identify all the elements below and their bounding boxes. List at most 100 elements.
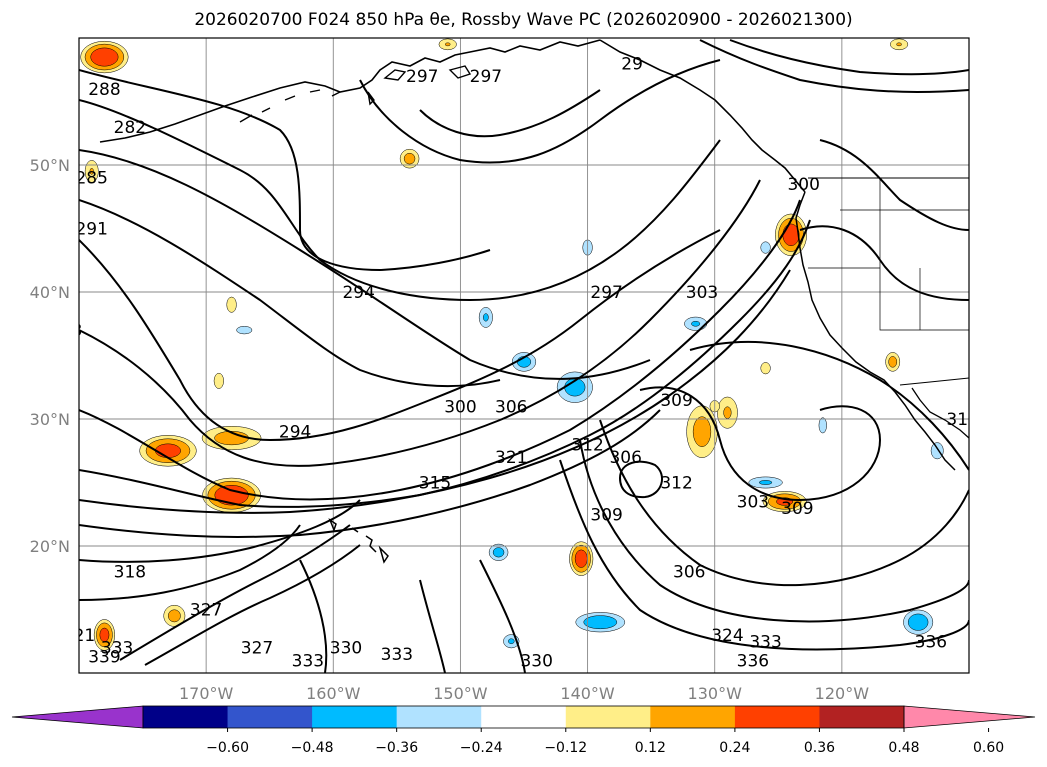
coastline-hawaii [328, 518, 389, 564]
positive-anomaly [139, 435, 197, 467]
colorbar-tick-label: −0.24 [460, 740, 503, 756]
contour-line [359, 59, 721, 164]
contour-label: 297 [590, 283, 622, 303]
contour-label: 309 [590, 505, 622, 525]
negative-anomaly [511, 352, 537, 372]
lat-tick-label: 20°N [30, 537, 70, 556]
contour-label: 306 [495, 397, 527, 417]
contour-label: 285 [75, 169, 107, 189]
contour-label: 336 [915, 632, 947, 652]
contour-label: 333 [0, 601, 13, 621]
lon-tick-label: 120°W [815, 684, 870, 703]
positive-anomaly-level [692, 416, 712, 447]
negative-anomaly-level [758, 480, 773, 485]
negative-anomaly-level [818, 417, 827, 434]
lon-tick-label: 160°W [306, 684, 361, 703]
contour-label: 29 [621, 54, 643, 74]
theta-e-contour-layer [79, 39, 969, 673]
contour-label: 315 [419, 474, 451, 494]
negative-anomaly [930, 442, 944, 460]
lat-tick-label: 40°N [30, 283, 70, 302]
contour-line [299, 559, 526, 673]
contour-line [79, 179, 761, 467]
coastline-gulf-california [911, 387, 969, 439]
colorbar-tick-label: 0.60 [973, 740, 1004, 756]
positive-anomaly-level [760, 362, 771, 375]
contour-line [419, 89, 601, 138]
positive-anomaly-level [167, 609, 181, 623]
positive-anomaly [93, 619, 115, 651]
positive-anomaly [84, 160, 99, 183]
contour-line [79, 499, 361, 563]
contour-label: 309 [25, 486, 57, 506]
contour-label: 300 [787, 175, 819, 195]
contour-label: 321 [63, 626, 95, 646]
colorbar-segment [312, 706, 398, 728]
positive-anomaly [569, 541, 594, 576]
contour-line [729, 39, 969, 76]
colorbar-tick-label: −0.48 [291, 740, 334, 756]
positive-anomaly-level [213, 372, 224, 389]
contour-label: 318 [946, 410, 978, 430]
coastline-alaska-south [599, 39, 806, 193]
contour-label: 309 [660, 391, 692, 411]
positive-anomaly [202, 477, 261, 513]
contour-label: 294 [279, 423, 311, 443]
contour-label: 282 [114, 118, 146, 138]
coastline-us-west [799, 247, 896, 393]
contour-label: 339 [88, 647, 120, 667]
contour-line [79, 99, 721, 302]
negative-anomaly-level [492, 547, 505, 558]
contour-line [689, 340, 969, 471]
colorbar-tick-label: 0.36 [804, 740, 835, 756]
axis-label-layer: 50°N 40°N 30°N 20°N 170°W 160°W 150°W 140°W 130°… [30, 156, 870, 703]
colorbar-tick-label: 0.48 [888, 740, 919, 756]
contour-label: 309 [781, 499, 813, 519]
contour-line [79, 409, 661, 538]
contour-line [699, 39, 969, 93]
coastline-baja [894, 391, 956, 471]
positive-anomaly [760, 362, 771, 375]
positive-anomaly-level [99, 627, 110, 643]
negative-anomaly [903, 609, 934, 635]
border-us-mexico [899, 377, 969, 386]
positive-anomaly-level [90, 47, 119, 67]
contour-label: 330 [330, 639, 362, 659]
contour-line [119, 524, 351, 661]
contour-label: 306 [609, 448, 641, 468]
positive-anomaly [80, 40, 129, 74]
colorbar-outline [142, 705, 905, 729]
negative-anomaly [818, 417, 827, 434]
contour-label: 342 [25, 651, 57, 671]
positive-anomaly [717, 396, 738, 429]
contour-line [618, 460, 664, 499]
positive-anomaly-level [445, 42, 451, 47]
contour-label: 333 [292, 651, 324, 671]
colorbar-segment [396, 706, 482, 728]
positive-anomaly [226, 296, 237, 313]
colorbar-tick-label: −0.12 [544, 740, 587, 756]
contour-label: 321 [495, 448, 527, 468]
colorbar-tick-label: 0.12 [635, 740, 666, 756]
map-title: 2026020700 F024 850 hPa θe, Rossby Wave … [194, 10, 853, 30]
negative-anomaly [575, 612, 626, 633]
contour-line [819, 139, 969, 231]
lon-tick-label: 130°W [688, 684, 743, 703]
contour-label: 297 [406, 67, 438, 87]
positive-anomaly-level [89, 168, 94, 175]
lon-tick-label: 140°W [560, 684, 615, 703]
negative-anomaly-level [508, 638, 515, 645]
positive-anomaly [890, 38, 909, 51]
colorbar-tick-label: 0.24 [719, 740, 750, 756]
contour-line [79, 524, 301, 601]
coastline-alaska [99, 39, 601, 143]
lon-tick-label: 150°W [433, 684, 488, 703]
contour-line [639, 386, 882, 502]
contour-line [599, 419, 969, 587]
colorbar-segment [650, 706, 736, 728]
contour-line [79, 229, 721, 442]
contour-label: 312 [571, 435, 603, 455]
colorbar-segment [734, 706, 820, 728]
positive-anomaly-level [403, 152, 416, 165]
negative-anomaly [488, 543, 509, 561]
